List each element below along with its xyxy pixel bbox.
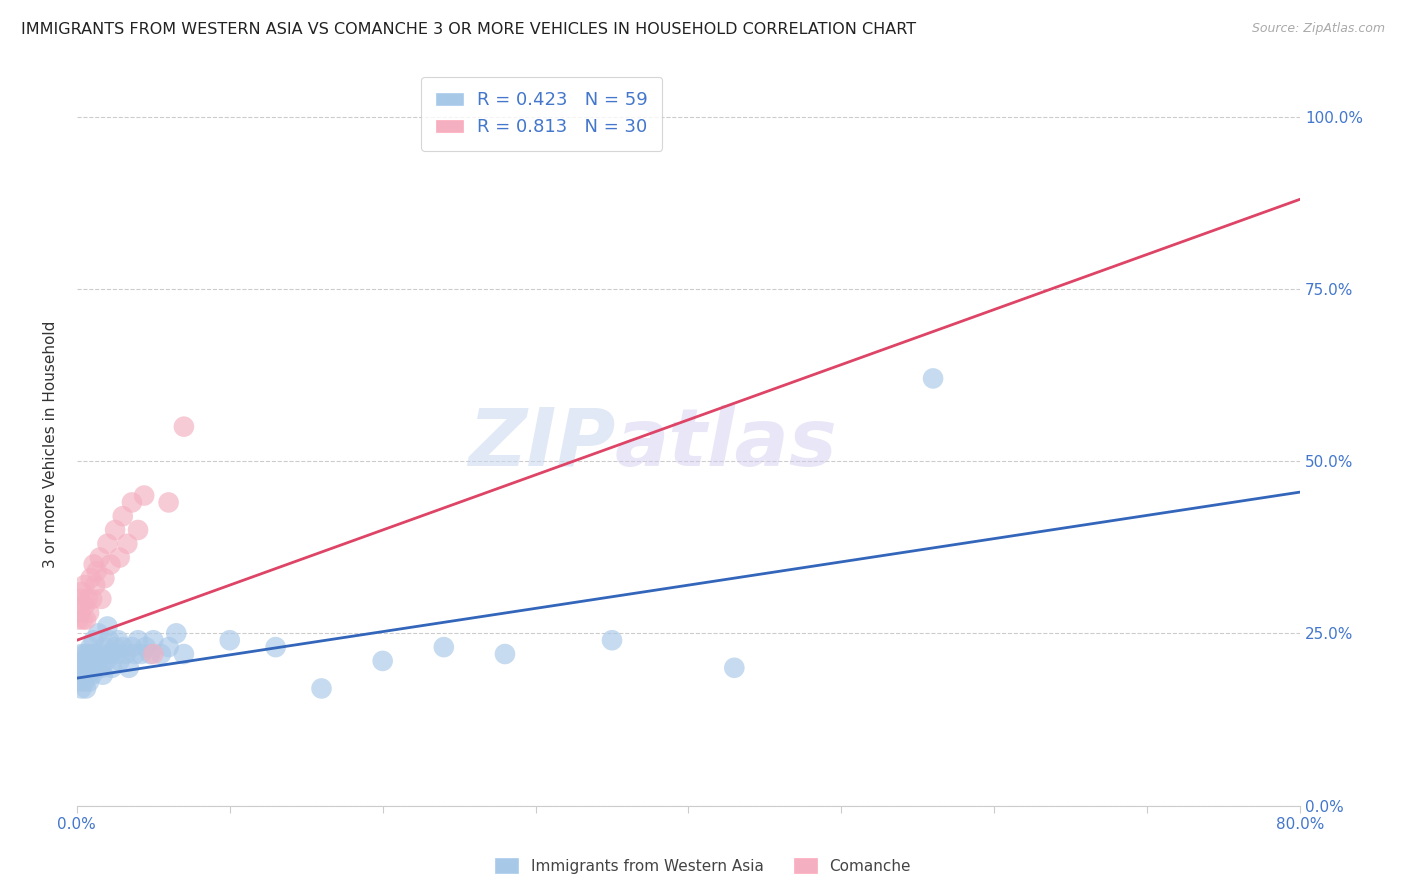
Point (922, 371, 945, 385)
Point (89, 550, 111, 565)
Text: IMMIGRANTS FROM WESTERN ASIA VS COMANCHE 3 OR MORE VEHICLES IN HOUSEHOLD CORRELA: IMMIGRANTS FROM WESTERN ASIA VS COMANCHE… (21, 22, 917, 37)
Point (117, 537, 139, 551)
Point (104, 640, 127, 654)
Point (494, 647, 516, 661)
Point (264, 640, 287, 654)
Point (96, 619, 118, 633)
Point (114, 647, 136, 661)
Point (108, 654, 131, 668)
Point (86, 565, 108, 579)
Point (76, 667, 98, 681)
Point (118, 661, 141, 675)
Point (111, 509, 134, 524)
Text: ZIP: ZIP (468, 405, 614, 483)
Point (100, 647, 122, 661)
Point (157, 495, 180, 509)
Point (96, 537, 118, 551)
Point (82, 667, 104, 681)
Point (149, 647, 172, 661)
Point (142, 647, 165, 661)
Point (70, 681, 93, 696)
Point (90, 661, 112, 675)
Point (105, 647, 128, 661)
Point (94, 654, 117, 668)
Point (173, 647, 195, 661)
Text: atlas: atlas (614, 405, 838, 483)
Legend: Immigrants from Western Asia, Comanche: Immigrants from Western Asia, Comanche (489, 852, 917, 880)
Point (129, 647, 152, 661)
Point (86, 661, 108, 675)
Point (84, 578, 107, 592)
Point (79, 661, 101, 675)
Point (83, 558, 105, 572)
Point (73, 599, 96, 613)
Point (67, 674, 90, 689)
Point (77, 606, 100, 620)
Text: Source: ZipAtlas.com: Source: ZipAtlas.com (1251, 22, 1385, 36)
Point (70, 585, 93, 599)
Point (723, 661, 745, 675)
Point (72, 654, 94, 668)
Point (69, 591, 91, 606)
Legend: R = 0.423   N = 59, R = 0.813   N = 30: R = 0.423 N = 59, R = 0.813 N = 30 (420, 77, 662, 151)
Point (76, 647, 98, 661)
Point (90, 591, 112, 606)
Point (600, 633, 623, 648)
Point (121, 640, 143, 654)
Point (311, 681, 333, 696)
Point (69, 606, 91, 620)
Point (101, 661, 124, 675)
Point (173, 419, 195, 434)
Point (107, 633, 129, 648)
Point (371, 654, 394, 668)
Point (135, 640, 157, 654)
Point (121, 495, 143, 509)
Point (83, 633, 105, 648)
Point (79, 640, 101, 654)
Point (108, 550, 131, 565)
Point (93, 571, 115, 585)
Point (100, 558, 122, 572)
Point (77, 654, 100, 668)
Point (70, 647, 93, 661)
Point (73, 578, 96, 592)
Point (73, 647, 96, 661)
Point (87, 626, 110, 640)
Point (73, 674, 96, 689)
Point (124, 647, 146, 661)
Point (218, 633, 240, 648)
Point (72, 667, 94, 681)
Point (79, 571, 101, 585)
Point (83, 654, 105, 668)
Y-axis label: 3 or more Vehicles in Household: 3 or more Vehicles in Household (44, 320, 58, 567)
Point (82, 647, 104, 661)
Point (142, 633, 165, 648)
Point (77, 674, 100, 689)
Point (98, 633, 121, 648)
Point (127, 523, 149, 537)
Point (67, 613, 90, 627)
Point (134, 489, 156, 503)
Point (75, 613, 97, 627)
Point (82, 591, 104, 606)
Point (91, 667, 114, 681)
Point (84, 647, 107, 661)
Point (69, 661, 91, 675)
Point (76, 591, 98, 606)
Point (157, 640, 180, 654)
Point (75, 661, 97, 675)
Point (104, 523, 127, 537)
Point (433, 640, 456, 654)
Point (93, 640, 115, 654)
Point (89, 647, 111, 661)
Point (111, 640, 134, 654)
Point (75, 681, 97, 696)
Point (72, 613, 94, 627)
Point (165, 626, 187, 640)
Point (139, 647, 162, 661)
Point (127, 633, 149, 648)
